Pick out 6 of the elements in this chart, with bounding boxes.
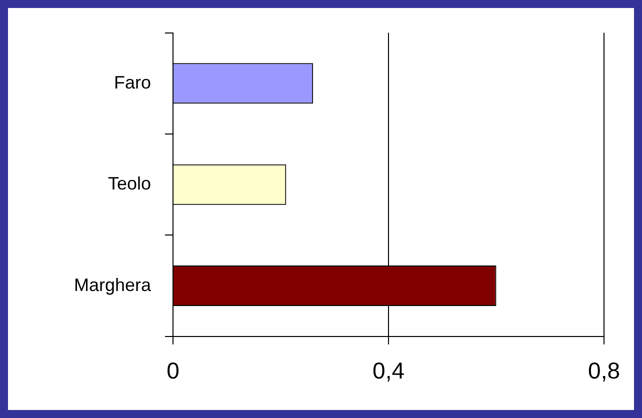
y-tick-label: Marghera	[74, 274, 152, 295]
y-tick-label: Teolo	[108, 174, 151, 194]
x-tick-label: 0,8	[588, 358, 620, 384]
x-tick-label: 0,4	[372, 358, 405, 384]
y-tick-label: Faro	[114, 72, 151, 92]
x-tick-label: 0	[166, 358, 180, 384]
